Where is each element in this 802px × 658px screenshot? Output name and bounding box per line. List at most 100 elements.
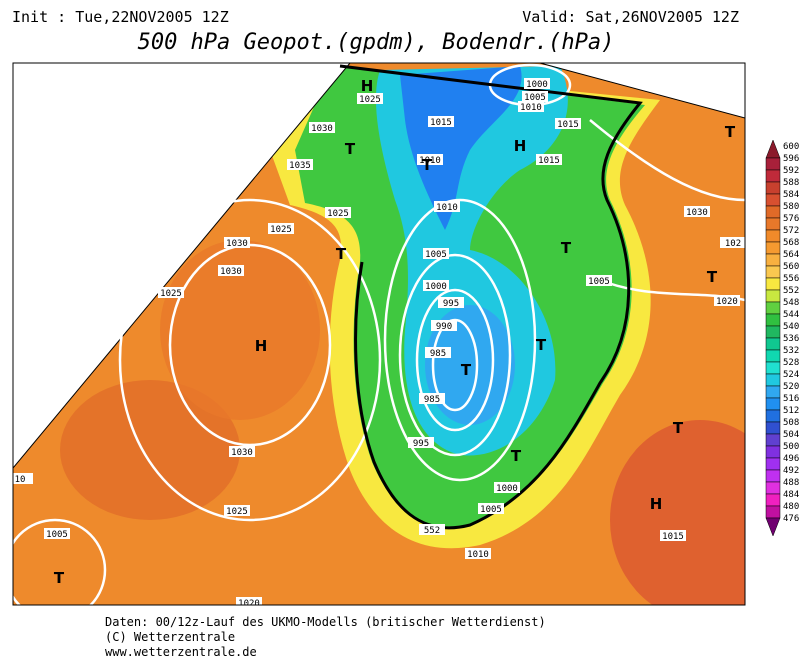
colorbar-label: 496 [783,454,799,464]
colorbar-cell [765,181,781,195]
colorbar-label: 536 [783,334,799,344]
colorbar-cell [765,517,781,537]
isobar-label-bg [287,159,313,170]
valid-time: Valid: Sat,26NOV2005 12Z [522,8,739,26]
isobar-label-bg [431,320,457,331]
isobar-label: 1030 [220,267,242,277]
isobar-label: 995 [443,299,459,309]
colorbar-cell [765,337,781,351]
colorbar-label: 572 [783,226,799,236]
colorbar-cell [765,445,781,459]
colorbar-cell [765,265,781,279]
isobar-label: 1030 [231,448,253,458]
isobar-label: 1015 [430,118,452,128]
contour-552 [339,64,643,530]
colorbar-cell [765,349,781,363]
colorbar-label: 532 [783,346,799,356]
isobar-label: 1030 [686,208,708,218]
isobar-label-bg [536,154,562,165]
pressure-center: T [461,361,472,379]
isobar-label-bg [660,530,686,541]
isobar-label: 1015 [538,156,560,166]
colorbar: 600 596 592 588 584 580 576 572 568 564 560 556 552 5… [765,139,799,537]
colorbar-label: 552 [783,286,799,296]
isobar-label-bg [438,297,464,308]
map-title: 500 hPa Geopot.(gpdm), Bodendr.(hPa) [138,30,615,55]
colorbar-cell [765,169,781,183]
colorbar-label: 520 [783,382,799,392]
pressure-center: T [536,336,547,354]
isobar-label-bg [720,237,745,248]
colorbar-label: 516 [783,394,799,404]
colorbar-label: 576 [783,214,799,224]
isobar-label: 1005 [425,250,447,260]
isobar-label-bg [158,287,184,298]
isobar-label: 1025 [226,507,248,517]
colorbar-label: 560 [783,262,799,272]
isobar-label-bg [417,154,443,165]
pressure-center: T [422,156,433,174]
isobar-label-bg [434,201,460,212]
colorbar-cell [765,493,781,507]
colorbar-cell [765,193,781,207]
isobar-label-bg [268,223,294,234]
pressure-center: T [561,239,572,257]
isobar-label-bg [13,473,33,484]
isobar-label: 1005 [524,93,546,103]
isobar-label-bg [518,101,544,112]
colorbar-label: 488 [783,478,799,488]
colorbar-label: 548 [783,298,799,308]
colorbar-cell [765,289,781,303]
isobar-label-bg [419,524,445,535]
isobar-label-bg [309,122,335,133]
pressure-center: H [255,337,268,355]
colorbar-label: 508 [783,418,799,428]
colorbar-cell [765,421,781,435]
isobar-label-bg [555,118,581,129]
colorbar-label: 580 [783,202,799,212]
isobar-label-bg [494,482,520,493]
colorbar-cell [765,481,781,495]
isobar-label-bg [408,437,434,448]
isobar-label: 1025 [359,95,381,105]
isobar-label: 1010 [436,203,458,213]
isobar-label: 1005 [46,530,68,540]
colorbar-label: 568 [783,238,799,248]
colorbar-label: 588 [783,178,799,188]
isobar-label-bg [524,78,550,89]
colorbar-cell [765,313,781,327]
colorbar-label: 592 [783,166,799,176]
footer-source: Daten: 00/12z-Lauf des UKMO-Modells (bri… [105,615,546,629]
isobar-label-bg [423,248,449,259]
colorbar-cell [765,505,781,519]
map-frame [12,62,746,606]
colorbar-cell [765,277,781,291]
pressure-center: T [673,419,684,437]
colorbar-cell [765,157,781,171]
colorbar-cell [765,385,781,399]
colorbar-label: 596 [783,154,799,164]
isobar-label: 985 [430,349,446,359]
colorbar-cell [765,253,781,267]
isobar-label: 1010 [419,156,441,166]
colorbar-cell [765,373,781,387]
colorbar-cell [765,409,781,423]
colorbar-cell [765,457,781,471]
isobar-label: 985 [424,395,440,405]
isobar-label-bg [44,528,70,539]
isobar-label: 10 [15,475,26,485]
isobar-label: 1020 [238,599,260,609]
colorbar-label: 500 [783,442,799,452]
colorbar-cell [765,325,781,339]
colorbar-label: 512 [783,406,799,416]
isobar-label-bg [236,597,262,605]
colorbar-label: 544 [783,310,799,320]
isobar-label-bg [229,446,255,457]
colorbar-label: 528 [783,358,799,368]
isobar-label: 1000 [425,282,447,292]
colorbar-cell [765,139,781,159]
colorbar-label: 584 [783,190,799,200]
colorbar-label: 504 [783,430,799,440]
isobar-label-bg [714,295,740,306]
